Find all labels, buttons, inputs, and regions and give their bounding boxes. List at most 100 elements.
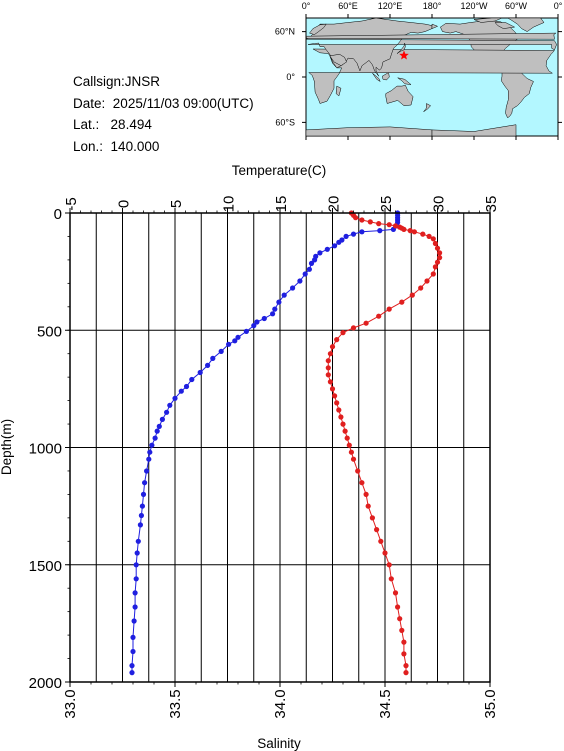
temperature-point [129,670,135,676]
lon-label: Lon.: [73,138,104,154]
temperature-point [205,362,211,368]
salinity-point [348,449,354,455]
temperature-point [302,271,308,277]
land-australia [385,85,414,106]
salinity-point [430,271,436,277]
temperature-point [218,348,224,354]
salinity-point [432,264,438,270]
salinity-point [369,515,375,521]
y-axis-tick-label: 500 [37,323,62,340]
salinity-point [378,538,384,544]
salinity-point [437,250,443,256]
temperature-point [261,315,267,322]
land-south-america [501,67,534,119]
land-europe-east [305,17,557,77]
salinity-point [399,627,405,634]
temperature-point [139,503,145,509]
y-axis-tick-label: 0 [54,206,62,223]
top-axis-tick-label: 20 [326,196,343,213]
salinity-point [401,639,407,645]
temperature-point [243,328,249,334]
temperature-point [290,285,296,291]
temperature-point [281,292,287,298]
temperature-point [138,512,144,519]
salinity-point [397,616,403,622]
temperature-point [130,648,136,655]
temperature-point [129,663,135,669]
date-value: 2025/11/03 09:00(UTC) [112,95,254,111]
salinity-point [401,226,407,232]
top-axis-tick-label: 15 [273,196,290,213]
salinity-point [353,215,359,221]
salinity-point [409,292,415,298]
salinity-point [342,428,348,434]
temperature-point [147,449,153,455]
salinity-point [424,278,430,284]
temperature-point [130,634,136,641]
temperature-point [312,257,318,263]
top-axis-tick-label: -5 [63,197,80,210]
temperature-point [270,311,276,317]
temperature-point [254,319,260,325]
top-axis-tick-label: 30 [431,196,448,213]
salinity-point [399,299,405,305]
salinity-point [407,228,413,234]
temperature-point [152,435,158,441]
map-lon-label: 180° [423,1,442,11]
salinity-point [355,468,361,474]
temperature-point [210,355,216,361]
temperature-point [297,278,303,284]
salinity-point [329,344,336,350]
temperature-point [183,383,190,390]
salinity-point [346,442,352,448]
salinity-point [327,379,333,385]
temperature-point [164,409,170,415]
bottom-axis-tick-label: 35.0 [482,689,499,718]
location-marker [399,50,409,60]
temperature-point [377,228,383,234]
land-antarctica-west [431,124,517,137]
salinity-point [426,233,432,239]
salinity-point [338,414,344,420]
salinity-point [325,365,331,371]
land-new-guinea [397,77,412,85]
land-scandinavia [309,23,327,35]
salinity-point [392,223,399,229]
temperature-point [135,538,141,544]
temperature-point [308,260,315,266]
temperature-point [159,416,165,422]
salinity-point [411,229,417,235]
salinity-point [437,255,443,261]
callsign-label: Callsign: [73,74,125,89]
map-lat-label: 60°N [275,27,295,37]
salinity-point [344,435,350,441]
lat-value: 28.494 [110,117,152,132]
temperature-point [142,480,148,486]
salinity-point [434,259,441,265]
land-sumatra [372,73,381,83]
salinity-point [334,400,340,406]
lat-label: Lat.: [73,117,100,132]
date-label: Date: [73,95,106,111]
salinity-point [403,670,409,676]
salinity-point [376,221,382,227]
temperature-point [137,522,143,528]
salinity-point [382,550,388,556]
temperature-point [133,562,139,568]
bottom-axis-tick-label: 34.5 [377,689,394,718]
temperature-point [156,423,162,429]
top-axis-tick-label: 35 [483,196,500,213]
salinity-point [430,236,436,242]
salinity-point [340,330,346,336]
bottom-axis-tick-label: 34.0 [272,689,289,718]
salinity-point [350,325,357,331]
salinity-point [418,285,424,291]
map-lon-label: 60°E [338,1,358,11]
temperature-point [251,323,257,329]
temperature-point [132,590,138,596]
temperature-point [226,341,232,347]
temperature-point [131,618,137,624]
